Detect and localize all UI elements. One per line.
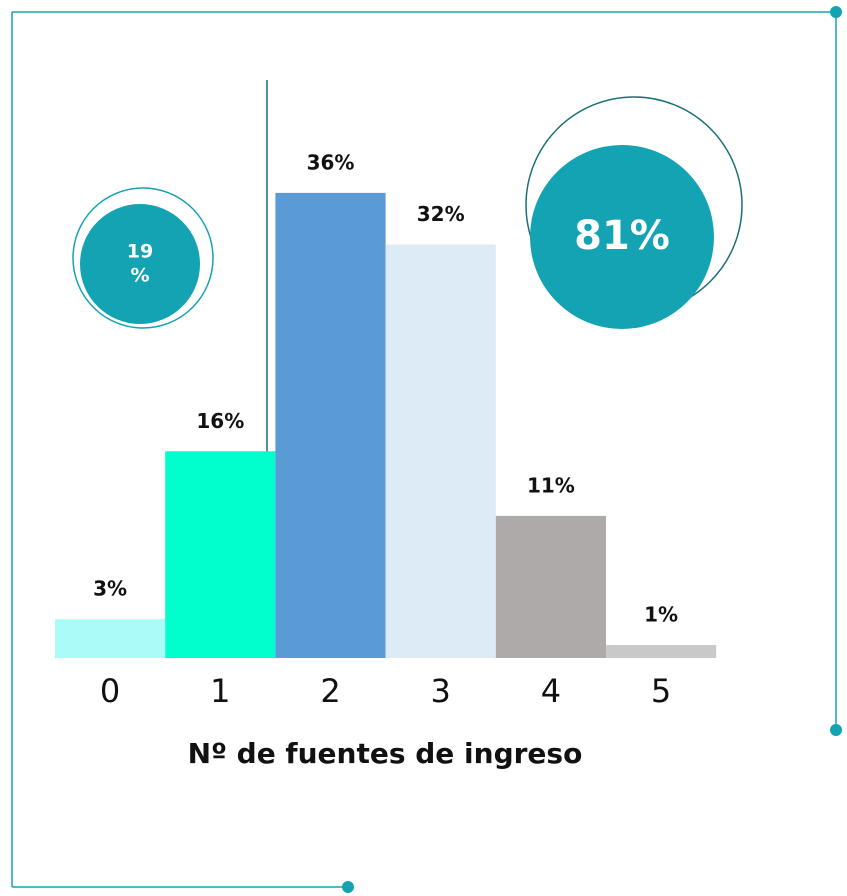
x-tick-label: 2 (320, 672, 340, 710)
bubble-label: 19 (127, 241, 153, 263)
x-axis-label: Nº de fuentes de ingreso (188, 737, 583, 770)
x-tick-label: 0 (100, 672, 120, 710)
value-label: 1% (644, 603, 678, 627)
bubble-label: % (130, 265, 149, 287)
x-tick-label: 4 (541, 672, 561, 710)
bar (385, 244, 496, 658)
frame-dots (342, 6, 842, 893)
x-tick-label: 5 (651, 672, 671, 710)
value-label: 36% (307, 150, 355, 174)
value-label: 11% (527, 473, 575, 497)
bar (55, 619, 166, 658)
x-tick-label: 1 (210, 672, 230, 710)
bar (275, 192, 386, 658)
x-tick-label: 3 (431, 672, 451, 710)
value-label: 16% (196, 409, 244, 433)
frame (11, 11, 837, 888)
value-label: 3% (93, 577, 127, 601)
value-label: 32% (417, 202, 465, 226)
bar (606, 645, 717, 658)
bubble-label: 81% (574, 213, 670, 259)
bar (165, 451, 276, 658)
bubble-large (525, 96, 743, 329)
bar (495, 515, 606, 658)
bubble-small (72, 187, 214, 329)
